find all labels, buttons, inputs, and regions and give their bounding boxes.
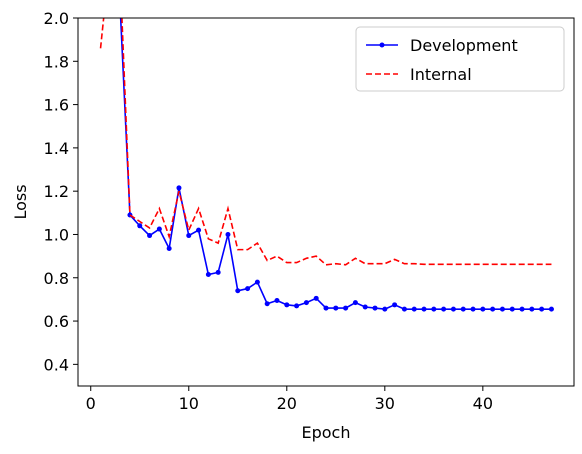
y-tick-label: 2.0 <box>44 9 69 28</box>
point <box>460 306 466 312</box>
point <box>205 272 211 278</box>
axes-frame <box>77 17 575 387</box>
line <box>99 18 552 266</box>
legend-box <box>355 26 565 92</box>
y-tick-label: 0.8 <box>44 269 69 288</box>
point <box>323 305 329 311</box>
y-tick-label: 1.6 <box>44 96 69 115</box>
y-tick-label: 1.2 <box>44 182 69 201</box>
point <box>431 306 437 312</box>
point <box>313 295 319 301</box>
point <box>401 306 407 312</box>
point <box>421 306 427 312</box>
point <box>176 185 182 191</box>
point <box>450 306 456 312</box>
y-tick-label: 0.4 <box>44 355 69 374</box>
plot-area <box>99 5 554 312</box>
x-tick-label: 10 <box>179 394 199 413</box>
point <box>529 306 535 312</box>
point <box>274 297 280 303</box>
point <box>284 302 290 308</box>
point <box>499 306 505 312</box>
point <box>441 306 447 312</box>
y-tick-label: 1.4 <box>44 139 69 158</box>
x-tick-label: 40 <box>473 394 493 413</box>
y-tick-label: 0.6 <box>44 312 69 331</box>
x-tick-label: 30 <box>375 394 395 413</box>
point <box>294 303 300 309</box>
point <box>156 226 162 232</box>
point <box>411 306 417 312</box>
x-axis-label: Epoch <box>302 423 351 442</box>
point <box>245 286 251 292</box>
point <box>118 5 123 10</box>
point <box>470 306 476 312</box>
x-tick-label: 0 <box>86 394 96 413</box>
legend-label: Internal <box>410 65 472 84</box>
point <box>225 231 231 237</box>
point <box>254 279 260 285</box>
point <box>362 304 368 310</box>
point <box>186 233 192 239</box>
y-tick-label: 1.8 <box>44 52 69 71</box>
point <box>147 233 153 239</box>
point <box>539 306 545 312</box>
point <box>509 306 515 312</box>
point <box>137 223 143 229</box>
point <box>264 301 270 307</box>
y-tick-label: 1.0 <box>44 225 69 244</box>
point <box>303 300 309 306</box>
legend-label: Development <box>410 36 518 55</box>
point <box>548 306 554 312</box>
point <box>343 305 349 311</box>
point <box>215 269 221 275</box>
point <box>382 306 388 312</box>
point <box>372 305 378 311</box>
point <box>490 306 496 312</box>
x-tick-label: 20 <box>277 394 297 413</box>
point <box>519 306 525 312</box>
point <box>235 288 241 294</box>
y-axis-label: Loss <box>11 184 30 219</box>
point <box>392 302 398 308</box>
point <box>333 305 339 311</box>
point <box>166 246 172 252</box>
point <box>480 306 486 312</box>
legend-marker <box>379 42 385 48</box>
point <box>352 300 358 306</box>
point <box>196 227 202 233</box>
